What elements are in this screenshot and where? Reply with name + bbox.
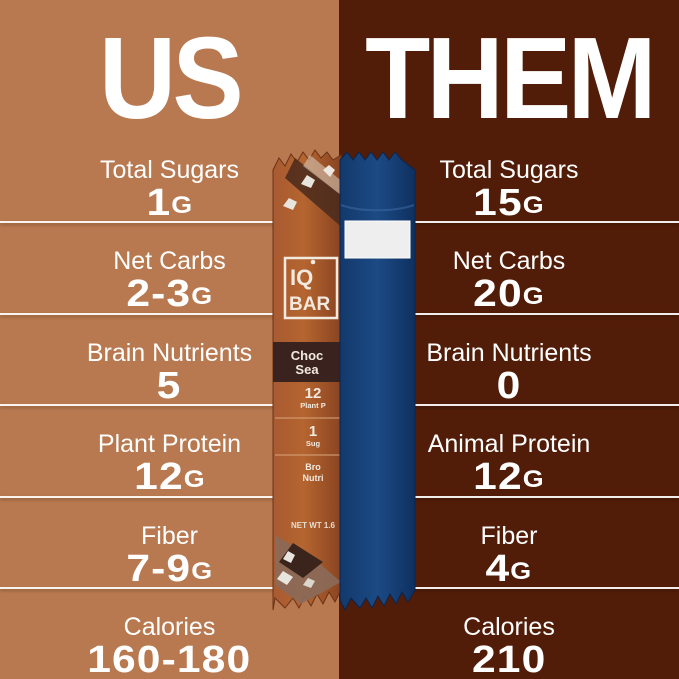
svg-text:Nutri: Nutri [303,473,324,483]
svg-text:1: 1 [309,423,317,440]
svg-text:Sug: Sug [306,439,321,448]
svg-text:Choc: Choc [291,348,324,363]
svg-text:Plant P: Plant P [300,401,325,410]
svg-text:Sea: Sea [295,362,319,377]
svg-text:Bro: Bro [305,462,321,472]
svg-text:12: 12 [305,385,322,402]
svg-text:IQ: IQ [290,265,313,290]
svg-text:BAR: BAR [289,294,330,315]
svg-text:NET WT 1.6: NET WT 1.6 [291,521,336,530]
